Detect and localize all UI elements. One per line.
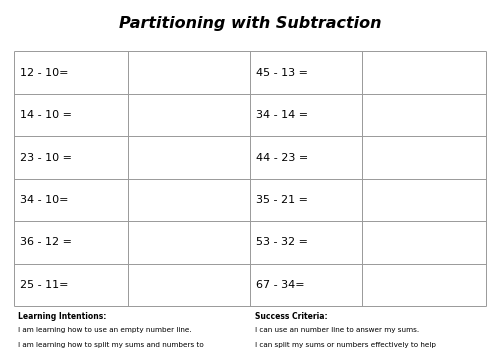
Text: Success Criteria:: Success Criteria:	[255, 312, 328, 321]
Text: 12 - 10=: 12 - 10=	[20, 68, 68, 78]
Text: I can split my sums or numbers effectively to help: I can split my sums or numbers effective…	[255, 342, 436, 348]
Text: 25 - 11=: 25 - 11=	[20, 280, 68, 290]
Text: I am learning how to use an empty number line.: I am learning how to use an empty number…	[18, 327, 191, 333]
Text: 53 - 32 =: 53 - 32 =	[256, 238, 308, 247]
Text: 34 - 10=: 34 - 10=	[20, 195, 68, 205]
Text: 44 - 23 =: 44 - 23 =	[256, 153, 308, 162]
Text: 36 - 12 =: 36 - 12 =	[20, 238, 72, 247]
Text: I can use an number line to answer my sums.: I can use an number line to answer my su…	[255, 327, 419, 333]
Text: 14 - 10 =: 14 - 10 =	[20, 110, 72, 120]
Text: 34 - 14 =: 34 - 14 =	[256, 110, 308, 120]
Text: 67 - 34=: 67 - 34=	[256, 280, 304, 290]
Text: 35 - 21 =: 35 - 21 =	[256, 195, 308, 205]
Text: Learning Intentions:: Learning Intentions:	[18, 312, 106, 321]
Text: 23 - 10 =: 23 - 10 =	[20, 153, 72, 162]
Text: Partitioning with Subtraction: Partitioning with Subtraction	[119, 16, 382, 31]
Text: I am learning how to split my sums and numbers to: I am learning how to split my sums and n…	[18, 342, 203, 348]
Text: 45 - 13 =: 45 - 13 =	[256, 68, 308, 78]
